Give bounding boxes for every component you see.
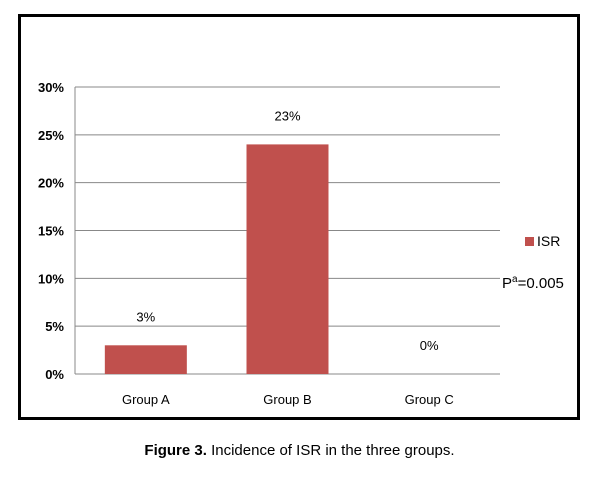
figure-caption: Figure 3. Incidence of ISR in the three … [0, 442, 599, 459]
p-value-superscript: a [512, 274, 518, 285]
category-label-group-b: Group B [263, 392, 311, 407]
category-label-group-c: Group C [405, 392, 454, 407]
p-value-annotation: Pa=0.005 [502, 274, 564, 292]
y-tick-labels: 0% 5% 10% 15% 20% 25% 30% [38, 80, 64, 382]
y-tick-label-20: 20% [38, 176, 64, 191]
p-value-text: =0.005 [518, 275, 564, 292]
legend-swatch-isr [525, 237, 534, 246]
data-label-group-a: 3% [136, 309, 155, 324]
caption-label: Figure 3. [144, 442, 207, 459]
bars [104, 144, 329, 374]
y-tick-label-0: 0% [45, 367, 64, 382]
y-tick-label-30: 30% [38, 80, 64, 95]
legend: ISR [525, 233, 560, 249]
y-tick-label-25: 25% [38, 128, 64, 143]
caption-text: Incidence of ISR in the three groups. [206, 442, 455, 459]
bar-group-a [104, 345, 187, 374]
data-labels: 3% 23% 0% [136, 108, 439, 353]
category-labels: Group A Group B Group C [122, 392, 454, 407]
data-label-group-b: 23% [274, 108, 300, 123]
data-label-group-c: 0% [420, 338, 439, 353]
category-label-group-a: Group A [122, 392, 170, 407]
y-tick-label-15: 15% [38, 224, 64, 239]
gridlines [75, 86, 500, 327]
y-tick-label-10: 10% [38, 271, 64, 286]
legend-label-isr: ISR [537, 233, 560, 249]
p-value-prefix: P [502, 275, 512, 292]
bar-group-b [246, 144, 329, 374]
y-tick-label-5: 5% [45, 319, 64, 334]
